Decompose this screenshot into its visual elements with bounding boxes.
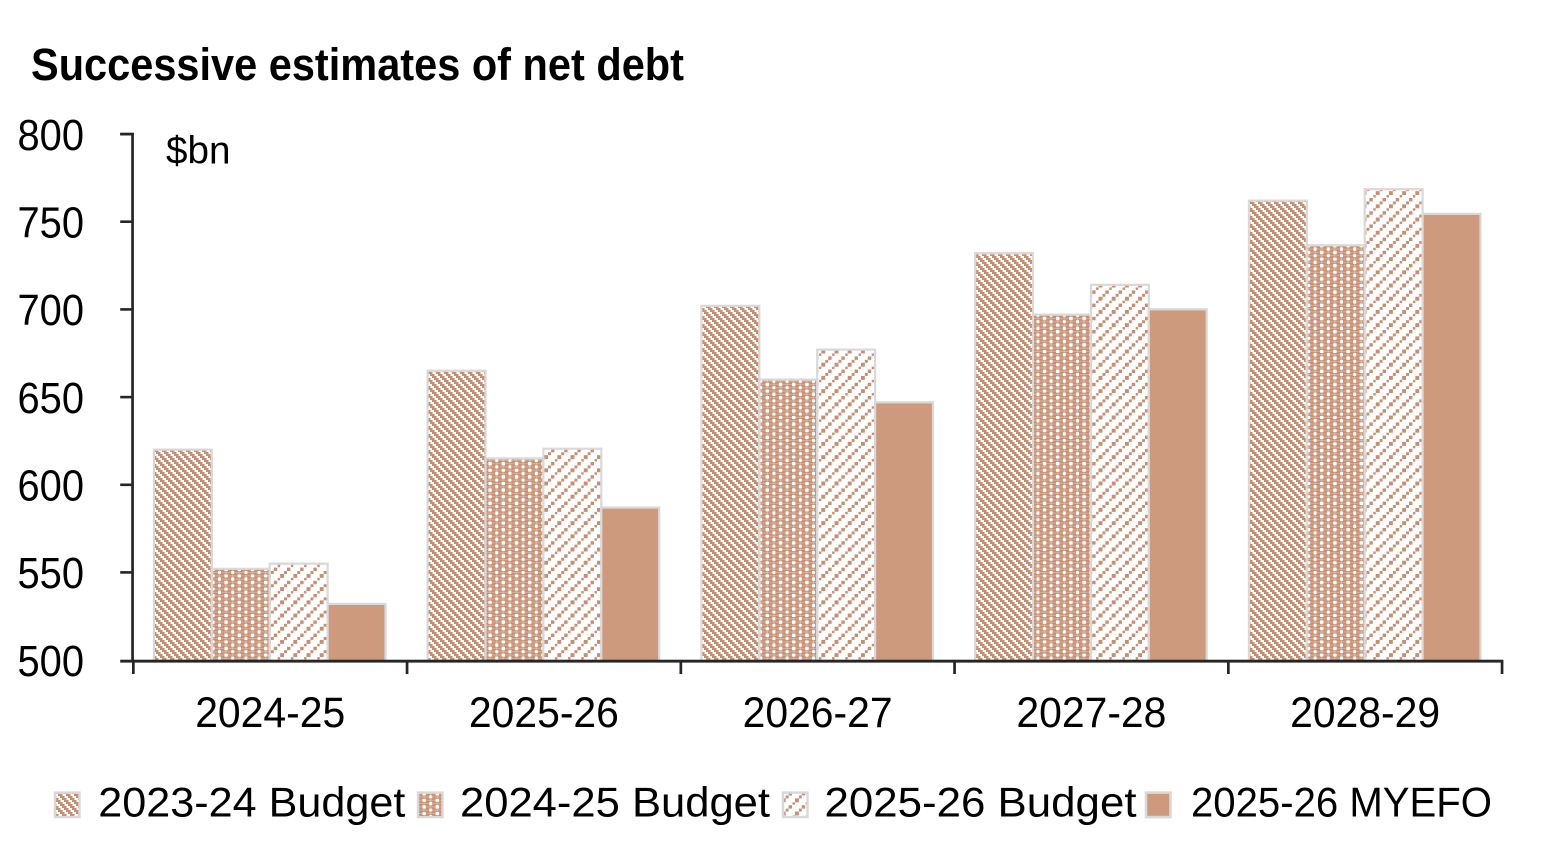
svg-text:650: 650 [18, 374, 85, 423]
svg-text:550: 550 [18, 549, 85, 598]
svg-text:700: 700 [18, 286, 85, 335]
svg-text:2025-26: 2025-26 [469, 689, 619, 737]
svg-text:2024-25 Budget: 2024-25 Budget [460, 779, 770, 826]
svg-text:2025-26 MYEFO: 2025-26 MYEFO [1191, 779, 1492, 826]
svg-text:Successive estimates of net de: Successive estimates of net debt [31, 39, 684, 90]
svg-text:2028-29: 2028-29 [1290, 689, 1440, 737]
svg-text:600: 600 [18, 462, 85, 511]
svg-text:500: 500 [18, 637, 85, 686]
svg-text:800: 800 [18, 111, 85, 160]
svg-text:2027-28: 2027-28 [1016, 689, 1166, 737]
svg-text:2026-27: 2026-27 [743, 689, 893, 737]
svg-text:750: 750 [18, 198, 85, 247]
svg-text:2025-26 Budget: 2025-26 Budget [825, 779, 1137, 826]
svg-text:2024-25: 2024-25 [195, 689, 345, 737]
svg-text:$bn: $bn [166, 130, 231, 173]
svg-text:2023-24 Budget: 2023-24 Budget [98, 779, 405, 826]
